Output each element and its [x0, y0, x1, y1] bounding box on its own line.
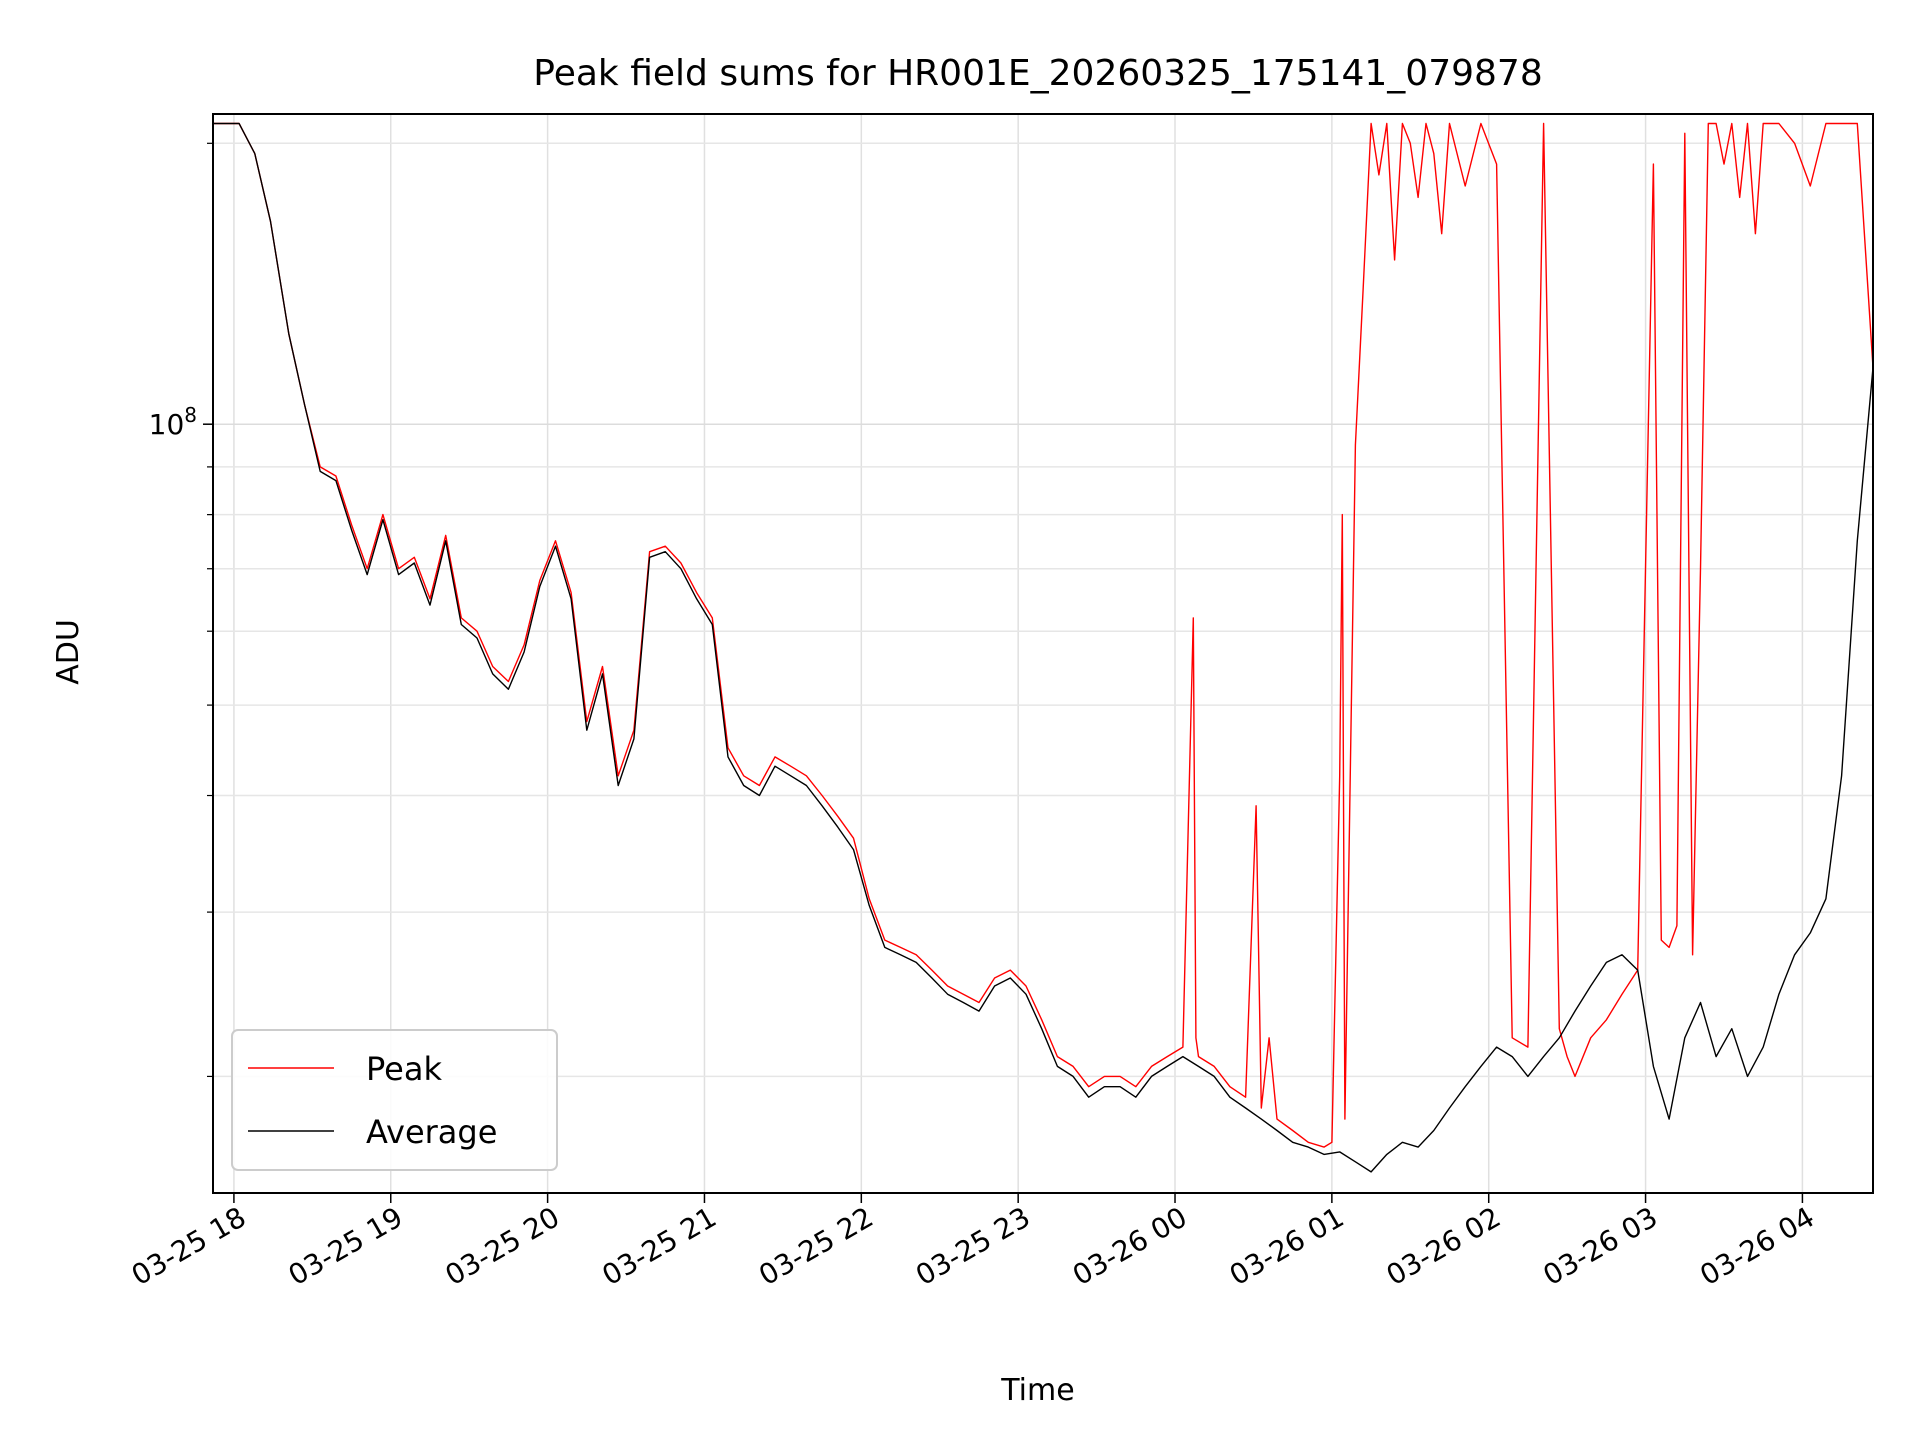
y-axis: 108: [149, 142, 213, 1078]
series-line-average: [213, 122, 1874, 1173]
series-line-peak: [213, 122, 1874, 1148]
grid-lines: [213, 114, 1873, 1193]
plot-frame: [212, 113, 1874, 1194]
plot-series: [213, 122, 1874, 1173]
chart-title: Peak field sums for HR001E_20260325_1751…: [533, 53, 1542, 94]
x-axis-label: Time: [1000, 1373, 1074, 1408]
y-tick-label: 108: [149, 403, 197, 441]
y-axis-label: ADU: [51, 619, 86, 685]
legend-box: [231, 1029, 558, 1171]
y-tick-label-base: 10: [149, 408, 185, 441]
legend-label-average: Average: [366, 1113, 497, 1151]
y-tick-label-exponent: 8: [184, 403, 197, 427]
legend-label-peak: Peak: [366, 1050, 442, 1088]
legend: Peak Average: [231, 1029, 558, 1171]
